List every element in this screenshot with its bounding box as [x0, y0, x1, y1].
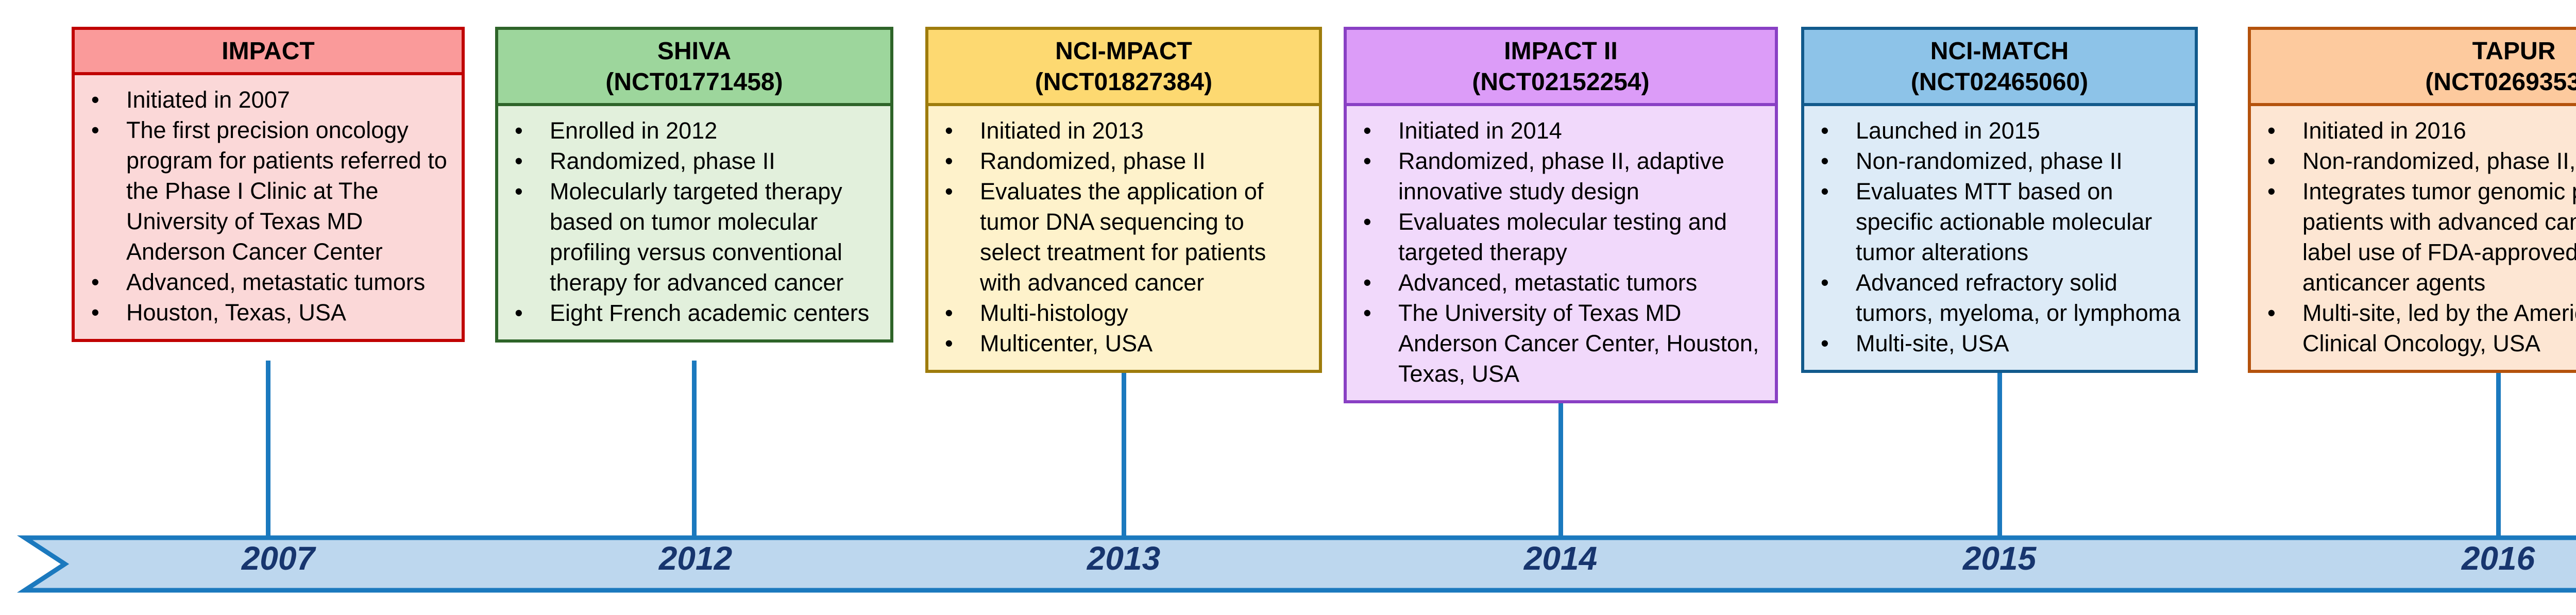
trial-box-tapur: TAPUR (NCT02693535) Initiated in 2016Non… — [2248, 27, 2576, 373]
bullet-item: Multi-site, USA — [1812, 328, 2187, 358]
trial-bullet-list: Initiated in 2007The first precision onc… — [75, 75, 462, 339]
timeline-connector-2016 — [2496, 361, 2501, 542]
bullet-item: Advanced refractory solid tumors, myelom… — [1812, 267, 2187, 328]
timeline-connector-2015 — [1997, 361, 2002, 542]
timeline-connector-2007 — [266, 361, 270, 542]
trial-nct: (NCT01827384) — [1035, 69, 1213, 96]
bullet-item: Evaluates molecular testing and targeted… — [1355, 207, 1767, 267]
bullet-item: Evaluates the application of tumor DNA s… — [937, 176, 1311, 298]
trial-title: IMPACT — [222, 38, 315, 65]
bullet-item: Initiated in 2007 — [83, 84, 453, 115]
year-label-2016: 2016 — [2461, 540, 2535, 577]
timeline-connector-2012 — [692, 361, 697, 542]
trial-bullet-list: Enrolled in 2012Randomized, phase IIMole… — [498, 106, 890, 339]
trial-nct: (NCT01771458) — [605, 69, 783, 96]
bullet-item: Initiated in 2013 — [937, 115, 1311, 146]
trial-title: IMPACT II — [1504, 38, 1618, 65]
trial-nct: (NCT02465060) — [1910, 69, 2089, 96]
bullet-item: Multi-site, led by the American Society … — [2259, 298, 2576, 358]
bullet-item: Integrates tumor genomic profiling to ma… — [2259, 176, 2576, 298]
trial-bullet-list: Launched in 2015Non-randomized, phase II… — [1804, 106, 2195, 370]
bullet-item: Initiated in 2016 — [2259, 115, 2576, 146]
trial-title: NCI-MATCH — [1930, 38, 2069, 65]
bullet-item: Advanced, metastatic tumors — [1355, 267, 1767, 298]
bullet-item: Randomized, phase II — [506, 146, 882, 176]
timeline-arrow-shape — [16, 535, 2576, 593]
year-label-2012: 2012 — [658, 540, 733, 577]
trial-title: NCI-MPACT — [1055, 38, 1192, 65]
box-header-impact-ii: IMPACT II (NCT02152254) — [1347, 30, 1775, 106]
bullet-item: Initiated in 2014 — [1355, 115, 1767, 146]
trial-bullet-list: Initiated in 2016Non-randomized, phase I… — [2251, 106, 2576, 370]
bullet-item: Randomized, phase II — [937, 146, 1311, 176]
bullet-item: The University of Texas MD Anderson Canc… — [1355, 298, 1767, 389]
trial-box-shiva: SHIVA (NCT01771458) Enrolled in 2012Rand… — [495, 27, 893, 343]
trial-box-nci-match: NCI-MATCH (NCT02465060) Launched in 2015… — [1801, 27, 2198, 373]
year-label-2015: 2015 — [1962, 540, 2037, 577]
bullet-item: The first precision oncology program for… — [83, 115, 453, 267]
bullet-item: Molecularly targeted therapy based on tu… — [506, 176, 882, 298]
bullet-item: Advanced, metastatic tumors — [83, 267, 453, 297]
trial-title: SHIVA — [657, 38, 732, 65]
bullet-item: Houston, Texas, USA — [83, 297, 453, 328]
year-label-2013: 2013 — [1087, 540, 1161, 577]
box-header-tapur: TAPUR (NCT02693535) — [2251, 30, 2576, 106]
year-label-2007: 2007 — [241, 540, 315, 577]
trial-box-nci-mpact: NCI-MPACT (NCT01827384) Initiated in 201… — [925, 27, 1322, 373]
timeline-connector-2014 — [1558, 361, 1563, 542]
trial-title: TAPUR — [2472, 38, 2556, 65]
box-header-nci-mpact: NCI-MPACT (NCT01827384) — [928, 30, 1319, 106]
trial-nct: (NCT02152254) — [1472, 69, 1650, 96]
trial-box-impact-ii: IMPACT II (NCT02152254) Initiated in 201… — [1344, 27, 1778, 403]
trial-box-impact: IMPACT Initiated in 2007The first precis… — [72, 27, 465, 342]
trial-bullet-list: Initiated in 2014Randomized, phase II, a… — [1347, 106, 1775, 400]
year-label-2014: 2014 — [1523, 540, 1598, 577]
trial-bullet-list: Initiated in 2013Randomized, phase IIEva… — [928, 106, 1319, 370]
bullet-item: Eight French academic centers — [506, 298, 882, 328]
bullet-item: Multi-histology — [937, 298, 1311, 328]
bullet-item: Launched in 2015 — [1812, 115, 2187, 146]
bullet-item: Multicenter, USA — [937, 328, 1311, 358]
box-header-nci-match: NCI-MATCH (NCT02465060) — [1804, 30, 2195, 106]
bullet-item: Non-randomized, phase II, multi-basket — [2259, 146, 2576, 176]
bullet-item: Evaluates MTT based on specific actionab… — [1812, 176, 2187, 267]
box-header-shiva: SHIVA (NCT01771458) — [498, 30, 890, 106]
bullet-item: Enrolled in 2012 — [506, 115, 882, 146]
trial-nct: (NCT02693535) — [2425, 69, 2576, 96]
bullet-item: Randomized, phase II, adaptive innovativ… — [1355, 146, 1767, 207]
timeline-connector-2013 — [1122, 361, 1126, 542]
bullet-item: Non-randomized, phase II — [1812, 146, 2187, 176]
box-header-impact: IMPACT — [75, 30, 462, 75]
